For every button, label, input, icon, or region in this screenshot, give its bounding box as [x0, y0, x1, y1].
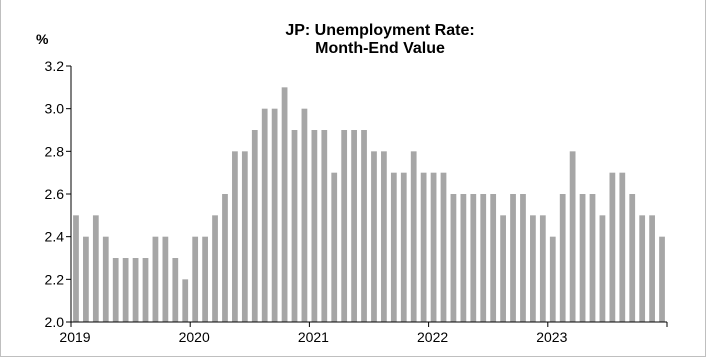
x-tick-label: 2023: [536, 329, 567, 345]
bar: [629, 194, 636, 322]
y-tick-label: 2.4: [45, 229, 65, 245]
x-tick-label: 2022: [417, 329, 448, 345]
bar: [500, 215, 506, 322]
bar: [73, 215, 79, 322]
bar: [301, 108, 308, 322]
bar: [480, 194, 487, 322]
bar: [371, 151, 377, 322]
chart-subtitle: Month-End Value: [315, 40, 445, 57]
bars-group: [73, 87, 665, 322]
bar: [530, 215, 536, 322]
bar: [92, 215, 99, 322]
bar: [549, 236, 556, 322]
bar: [241, 151, 248, 322]
bar: [311, 130, 318, 322]
y-tick-label: 2.0: [45, 314, 65, 330]
bar: [410, 151, 417, 322]
bar: [510, 194, 516, 322]
bar: [212, 215, 218, 322]
bar: [381, 151, 387, 322]
chart-title: JP: Unemployment Rate:: [285, 22, 475, 39]
bar: [470, 194, 477, 322]
bar: [659, 236, 665, 322]
bar: [112, 258, 119, 322]
chart-frame: [0, 0, 706, 357]
bar: [261, 108, 268, 322]
axes-group: [66, 65, 668, 327]
bar: [202, 236, 208, 322]
bar: [589, 194, 596, 322]
bar: [420, 172, 427, 322]
bar: [83, 236, 89, 322]
bar: [440, 172, 447, 322]
bar: [251, 130, 258, 322]
bar: [639, 215, 646, 322]
bar: [361, 130, 367, 322]
bar: [102, 236, 109, 322]
bar: [122, 258, 129, 322]
bar: [291, 130, 298, 322]
bar: [460, 194, 467, 322]
bar: [172, 258, 179, 322]
bar: [182, 279, 189, 322]
bar: [232, 151, 238, 322]
bar: [331, 172, 338, 322]
bar: [321, 130, 328, 322]
bar: [341, 130, 348, 322]
y-axis-unit: %: [36, 31, 49, 47]
y-tick-label: 2.8: [45, 143, 65, 159]
bar: [520, 194, 526, 322]
bar: [649, 215, 655, 322]
bar: [222, 194, 228, 322]
bar: [192, 236, 199, 322]
x-tick-label: 2020: [179, 329, 210, 345]
bar: [162, 236, 169, 322]
bar: [351, 130, 357, 322]
bar: [450, 194, 457, 322]
y-tick-label: 2.2: [45, 271, 65, 287]
y-tick-label: 3.0: [45, 101, 65, 117]
bar: [281, 87, 288, 322]
bar: [390, 172, 397, 322]
bar: [579, 194, 586, 322]
bar: [609, 172, 616, 322]
bar: [132, 258, 139, 322]
bar: [559, 194, 566, 322]
bar: [599, 215, 606, 322]
bar: [400, 172, 407, 322]
y-tick-label: 3.2: [45, 58, 65, 74]
bar: [271, 108, 278, 322]
bar: [619, 172, 626, 322]
bar: [539, 215, 546, 322]
bar: [490, 194, 497, 322]
bar: [142, 258, 149, 322]
bar: [569, 151, 576, 322]
x-tick-label: 2021: [298, 329, 329, 345]
bar: [430, 172, 437, 322]
y-tick-label: 2.6: [45, 186, 65, 202]
x-tick-label: 2019: [59, 329, 90, 345]
bar: [152, 236, 159, 322]
